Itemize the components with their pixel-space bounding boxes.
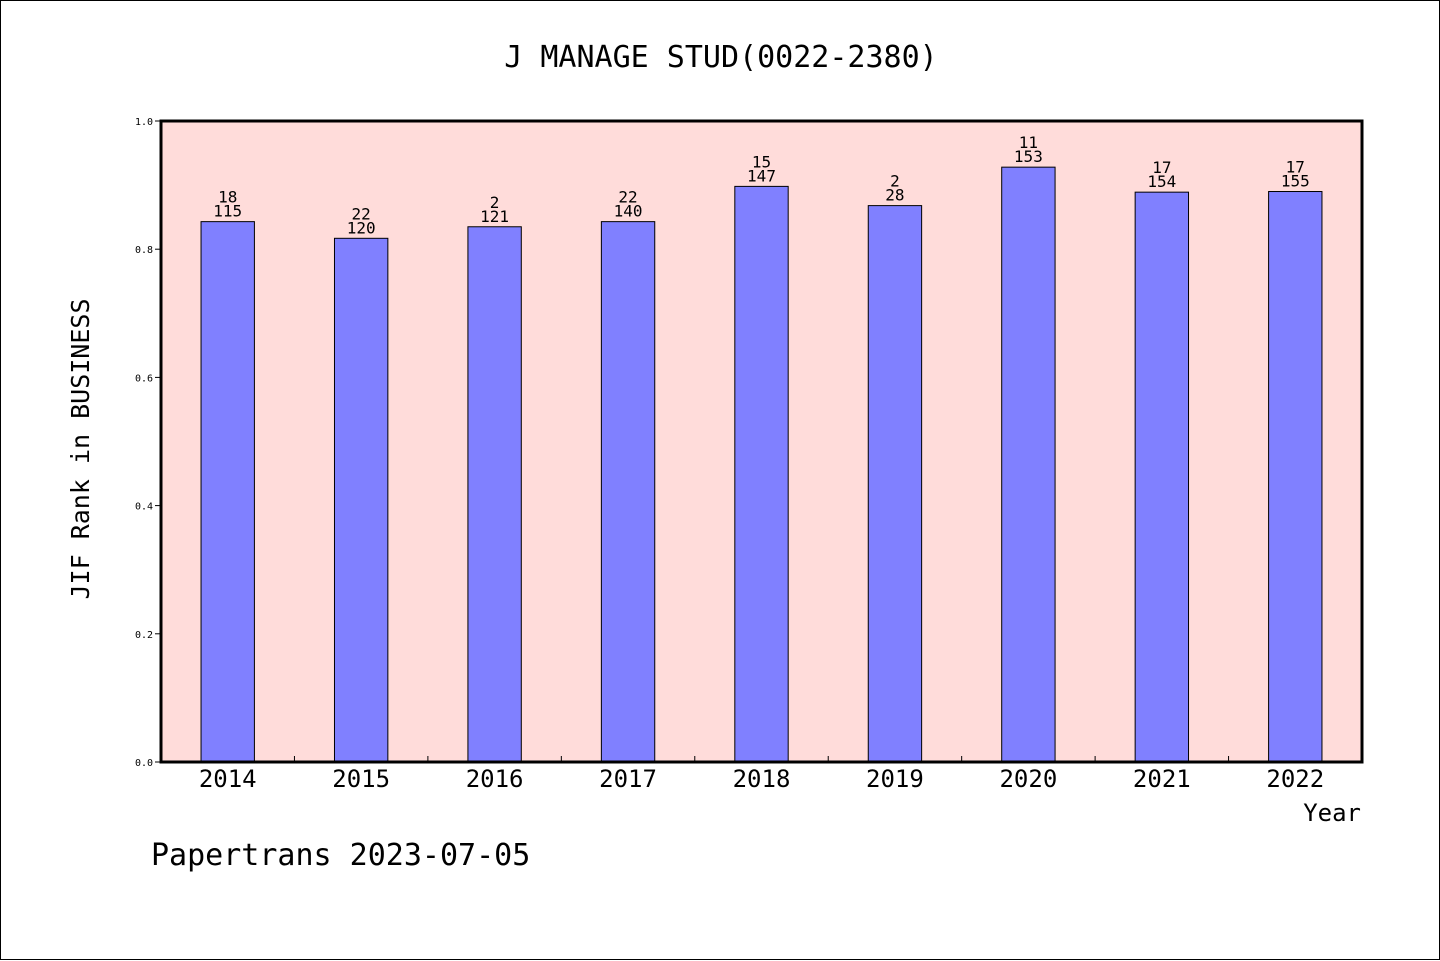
bar-label-top-2016: 2: [490, 193, 500, 212]
bar-2015: [333, 237, 389, 763]
bar-label-bottom-2016: 121: [480, 207, 509, 226]
bar-label-bottom-2017: 140: [614, 202, 643, 221]
x-axis-label: Year: [1303, 799, 1361, 827]
bar-label-bottom-2018: 147: [747, 166, 776, 185]
bar-2016: [467, 226, 522, 763]
bar-label-bottom-2015: 120: [347, 218, 376, 237]
y-tick-label-1: 0.2: [135, 630, 153, 641]
x-tick-label-2017: 2017: [599, 765, 657, 793]
bar-2014: [200, 221, 255, 763]
footer-text: Papertrans 2023-07-05: [151, 838, 530, 873]
bar-label-top-2022: 17: [1286, 158, 1305, 177]
y-tick-label-0: 0.0: [135, 758, 153, 769]
y-tick-label-2: 0.4: [135, 502, 153, 513]
x-tick-label-2021: 2021: [1133, 765, 1191, 793]
bar-2021: [1134, 191, 1190, 763]
chart-title: J MANAGE STUD(0022-2380): [504, 40, 937, 75]
bar-label-top-2015: 22: [352, 204, 371, 223]
bar-label-top-2014: 18: [218, 188, 237, 207]
bar-2017: [600, 221, 656, 763]
y-axis-label: JIF Rank in BUSINESS: [66, 298, 95, 599]
x-tick-label-2015: 2015: [332, 765, 390, 793]
x-tick-label-2014: 2014: [199, 765, 257, 793]
y-tick-label-3: 0.6: [135, 373, 153, 384]
bar-label-bottom-2020: 153: [1014, 147, 1043, 166]
bar-label-bottom-2019: 28: [885, 186, 904, 205]
bar-label-bottom-2022: 155: [1281, 172, 1310, 191]
x-tick-label-2018: 2018: [733, 765, 791, 793]
y-axis-ticks: 0.0 0.2 0.4 0.6 0.8 1.0: [135, 117, 161, 769]
bar-label-top-2020: 11: [1019, 133, 1038, 152]
bar-label-bottom-2021: 154: [1147, 172, 1176, 191]
bar-label-bottom-2014: 115: [213, 202, 242, 221]
bar-label-top-2018: 15: [752, 152, 771, 171]
x-tick-label-2022: 2022: [1266, 765, 1324, 793]
x-tick-label-2019: 2019: [866, 765, 924, 793]
x-tick-label-2020: 2020: [999, 765, 1057, 793]
bar-2022: [1268, 191, 1323, 763]
bar-label-top-2019: 2: [890, 172, 900, 191]
x-tick-label-2016: 2016: [466, 765, 524, 793]
bar-2020: [1001, 166, 1056, 763]
bar-2018: [734, 185, 789, 763]
bar-label-top-2021: 17: [1152, 158, 1171, 177]
plot-border: [159, 119, 1364, 764]
bar-2019: [867, 205, 923, 763]
y-tick-label-5: 1.0: [135, 117, 153, 128]
y-tick-label-4: 0.8: [135, 245, 153, 256]
bar-label-top-2017: 22: [618, 188, 637, 207]
x-axis-ticks: 2014 2015 2016 2017 2018 2019 2020 2021 2022: [199, 756, 1324, 793]
